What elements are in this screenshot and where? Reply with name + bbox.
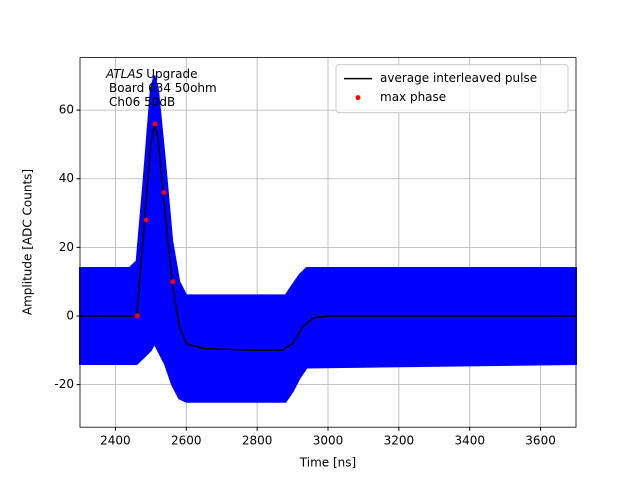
y-tick-label: 60 [59, 103, 74, 117]
x-tick-label: 3000 [313, 434, 344, 448]
y-tick-label: -20 [54, 377, 74, 391]
annotation-line: Upgrade [146, 67, 197, 81]
annotation-italic: ATLAS [105, 67, 144, 81]
y-axis-label: Amplitude [ADC Counts] [21, 169, 35, 315]
marker [134, 313, 140, 319]
y-tick-label: 40 [59, 171, 74, 185]
x-tick-label: 3200 [384, 434, 415, 448]
line-series [80, 123, 576, 352]
x-tick-label: 2800 [242, 434, 273, 448]
axes-frame [79, 57, 577, 428]
marker [143, 217, 149, 223]
legend-swatch [355, 95, 361, 101]
y-tick-label: 20 [59, 240, 74, 254]
annotation-line: Ch06 50dB [109, 95, 175, 109]
legend-box [335, 64, 569, 114]
legend-label: average interleaved pulse [380, 71, 537, 85]
legend-label: max phase [380, 90, 446, 104]
y-tick-label: 0 [66, 309, 74, 323]
plot-area [79, 57, 577, 428]
x-tick-label: 2600 [171, 434, 202, 448]
x-tick-label: 2400 [100, 434, 131, 448]
annotation-line: Board 634 50ohm [109, 81, 217, 95]
x-tick-label: 3400 [454, 434, 485, 448]
x-tick-label: 3600 [525, 434, 556, 448]
marker [161, 189, 167, 195]
marker [152, 121, 158, 127]
x-axis-label: Time [ns] [299, 456, 356, 470]
marker [170, 279, 176, 285]
annotation: ATLAS Upgrade Board 634 50ohm Ch06 50dB [105, 67, 217, 109]
